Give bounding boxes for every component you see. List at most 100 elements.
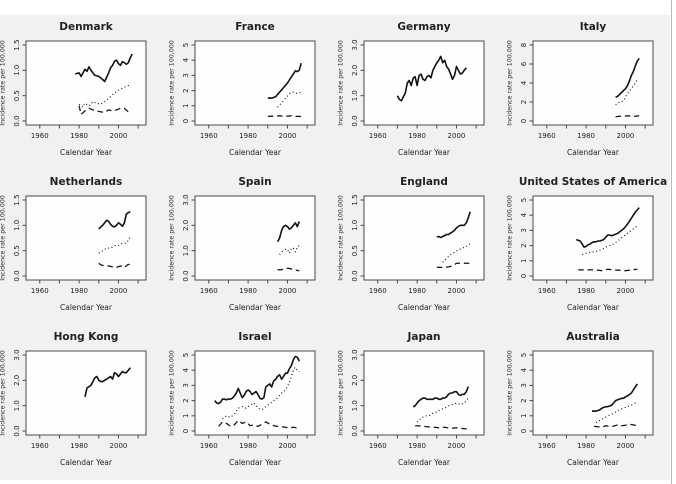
series-dashed: [578, 268, 638, 272]
y-axis-label: Incidence rate per 100,000: [169, 195, 176, 281]
y-axis-label: Incidence rate per 100,000: [507, 40, 514, 126]
y-axis-label: Incidence rate per 100,000: [169, 350, 176, 436]
chart-panel-hong-kong: Hong Kong 1960 1980 2000 0.0 1.0 2.0 3.0 Inciden…: [0, 325, 165, 480]
y-tick-label: 0.0: [351, 425, 359, 436]
series-solid: [412, 386, 470, 408]
plot-box: [25, 40, 147, 126]
x-axis-label: Calendar Year: [567, 458, 620, 467]
y-tick-label: 1: [520, 259, 528, 263]
series-solid: [436, 211, 471, 239]
y-tick-label: 0.0: [182, 270, 190, 281]
chart-panel-italy: Italy 1960 1980 2000 0 2 4 6 8 Incidence rate per…: [503, 15, 670, 170]
chart-panel-united-states-of-america: United States of America 1960 1980 2000 0 1 2 3…: [503, 170, 670, 325]
chart-title: Denmark: [59, 21, 114, 33]
y-tick-label: 1.0: [351, 400, 359, 411]
y-tick-label: 2: [520, 398, 528, 402]
chart-plot: Japan 1960 1980 2000 0.0 1.0 2.0 3.0 Incidence r…: [338, 331, 485, 467]
chart-plot: United States of America 1960 1980 2000 0 1 2 3…: [507, 176, 668, 312]
x-tick-label: 1960: [538, 287, 556, 295]
x-tick-label: 1980: [408, 287, 426, 295]
x-tick-label: 1960: [200, 442, 218, 450]
x-tick-label: 2000: [279, 442, 297, 450]
y-tick-label: 3: [520, 383, 528, 387]
y-tick-label: 2.0: [351, 65, 359, 76]
x-axis-label: Calendar Year: [229, 458, 282, 467]
x-tick-label: 1980: [70, 442, 88, 450]
x-tick-label: 1980: [577, 287, 595, 295]
x-tick-label: 2000: [448, 442, 466, 450]
y-tick-label: 2: [520, 243, 528, 247]
y-tick-label: 1.0: [182, 245, 190, 256]
y-axis-label: Incidence rate per 100,000: [0, 40, 7, 126]
series-solid: [84, 367, 131, 397]
x-tick-label: 1960: [538, 132, 556, 140]
x-axis-label: Calendar Year: [567, 148, 620, 157]
series-solid: [575, 207, 640, 248]
x-tick-label: 1960: [31, 132, 49, 140]
chart-plot: France 1960 1980 2000 0 1 2 3 4 5 Incidence rate p…: [169, 21, 316, 157]
x-axis-label: Calendar Year: [229, 303, 282, 312]
chart-plot: Italy 1960 1980 2000 0 2 4 6 8 Incidence rate per…: [507, 21, 654, 157]
x-tick-label: 1980: [577, 132, 595, 140]
series-solid: [591, 383, 638, 412]
chart-title: Spain: [238, 176, 271, 188]
x-tick-label: 1980: [70, 132, 88, 140]
y-tick-label: 3: [182, 73, 190, 77]
x-tick-label: 1980: [408, 442, 426, 450]
y-tick-label: 1.0: [13, 65, 21, 76]
y-tick-label: 1.5: [13, 39, 21, 50]
y-tick-label: 0: [520, 119, 528, 123]
chart-panel-denmark: Denmark 1960 1980 2000 0.0 0.5 1.0 1.5 Incidence…: [0, 15, 165, 170]
series-solid: [98, 210, 131, 230]
y-tick-label: 1: [182, 414, 190, 418]
y-tick-label: 5: [182, 353, 190, 357]
chart-title: Israel: [238, 331, 271, 343]
y-tick-label: 0.5: [351, 245, 359, 256]
series-solid: [75, 53, 133, 83]
series-solid: [396, 55, 467, 102]
plot-box: [25, 195, 147, 281]
y-tick-label: 1.0: [13, 400, 21, 411]
chart-title: England: [400, 176, 448, 188]
series-dashed: [615, 115, 640, 118]
series-solid: [276, 221, 301, 243]
x-tick-label: 1960: [200, 132, 218, 140]
y-tick-label: 0.5: [13, 245, 21, 256]
chart-plot: Spain 1960 1980 2000 0.0 1.0 2.0 3.0 Incidence r…: [169, 176, 316, 312]
y-tick-label: 1: [182, 104, 190, 108]
y-axis-label: Incidence rate per 100,000: [338, 350, 345, 436]
y-tick-label: 0.0: [13, 425, 21, 436]
y-tick-label: 0: [520, 274, 528, 278]
y-tick-label: 2.0: [13, 375, 21, 386]
y-tick-label: 1.0: [13, 220, 21, 231]
series-dotted: [581, 225, 638, 256]
x-tick-label: 2000: [617, 132, 635, 140]
y-tick-label: 0.0: [13, 270, 21, 281]
y-tick-label: 3: [182, 383, 190, 387]
y-tick-label: 3.0: [351, 39, 359, 50]
x-tick-label: 2000: [279, 287, 297, 295]
y-tick-label: 1: [520, 414, 528, 418]
x-axis-label: Calendar Year: [398, 458, 451, 467]
plot-box: [363, 40, 485, 126]
y-tick-label: 3.0: [351, 349, 359, 360]
plot-box: [194, 195, 316, 281]
series-solid: [214, 355, 301, 405]
x-axis-label: Calendar Year: [229, 148, 282, 157]
y-tick-label: 0.0: [351, 270, 359, 281]
series-dashed: [267, 115, 302, 118]
y-tick-label: 1.5: [351, 194, 359, 205]
y-tick-label: 1.5: [13, 194, 21, 205]
chart-plot: Denmark 1960 1980 2000 0.0 0.5 1.0 1.5 Incidence…: [0, 21, 147, 157]
y-tick-label: 8: [520, 43, 528, 47]
x-tick-label: 1980: [70, 287, 88, 295]
plot-box: [363, 195, 485, 281]
x-tick-label: 1960: [200, 287, 218, 295]
x-tick-label: 1960: [369, 442, 387, 450]
chart-title: United States of America: [519, 176, 667, 188]
x-axis-label: Calendar Year: [398, 148, 451, 157]
y-tick-label: 0: [182, 119, 190, 123]
y-tick-label: 4: [182, 57, 190, 62]
x-tick-label: 2000: [110, 442, 128, 450]
chart-plot: Australia 1960 1980 2000 0 1 2 3 4 5 Incidence rat…: [507, 331, 654, 467]
